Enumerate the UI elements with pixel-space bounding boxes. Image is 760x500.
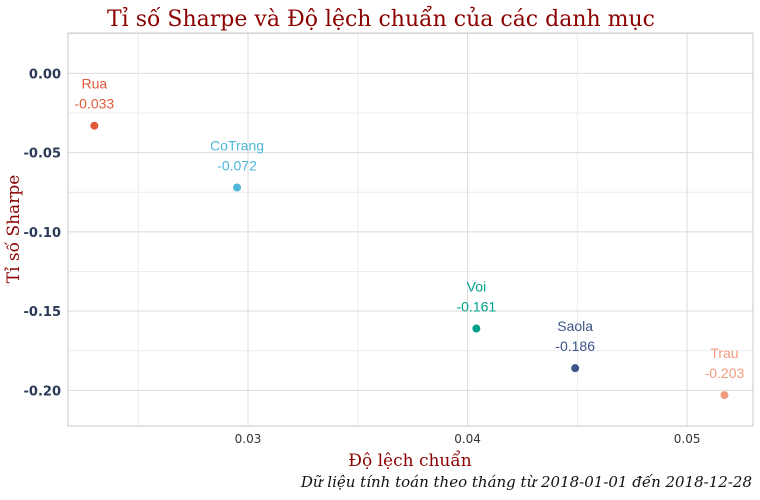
y-tick-label: -0.20: [24, 384, 61, 399]
point-group: Saola -0.186: [555, 318, 595, 373]
data-point: [233, 183, 242, 192]
data-point: [720, 391, 729, 400]
point-value-label: -0.186: [555, 338, 595, 354]
y-tick-label: -0.10: [24, 226, 61, 241]
chart-title: Tỉ số Sharpe và Độ lệch chuẩn của các da…: [107, 4, 655, 32]
point-name-label: Rua: [82, 76, 108, 92]
y-axis-title: Tỉ số Sharpe: [4, 175, 24, 284]
y-tick-label: -0.15: [24, 305, 61, 320]
point-name-label: Trau: [710, 345, 738, 361]
y-tick-label: 0.00: [29, 67, 61, 82]
point-name-label: Voi: [467, 279, 486, 295]
x-axis-title: Độ lệch chuẩn: [348, 451, 472, 471]
point-value-label: -0.033: [74, 96, 114, 112]
point-value-label: -0.072: [217, 158, 257, 174]
x-tick-label: 0.04: [454, 432, 481, 446]
data-point: [571, 364, 580, 373]
data-point: [472, 324, 481, 333]
point-name-label: CoTrang: [210, 138, 264, 154]
point-value-label: -0.161: [457, 299, 497, 315]
point-group: Rua -0.033: [74, 76, 114, 130]
point-group: Voi -0.161: [457, 279, 497, 333]
x-tick-label: 0.05: [674, 432, 701, 446]
x-tick-label: 0.03: [235, 432, 262, 446]
y-tick-label: -0.05: [24, 147, 61, 162]
point-value-label: -0.203: [705, 365, 745, 381]
axis-ticks: 0.00 -0.05 -0.10 -0.15 -0.20 0.03 0.04 0.05: [24, 67, 701, 446]
point-group: CoTrang -0.072: [210, 138, 264, 192]
data-point: [90, 121, 99, 130]
point-name-label: Saola: [557, 318, 593, 334]
plot-panel: [67, 32, 754, 427]
point-group: Trau -0.203: [705, 345, 745, 400]
data-points: Rua -0.033 CoTrang -0.072 Voi -0.161 Saola -0.1…: [74, 76, 745, 400]
grid-lines: [68, 33, 753, 426]
chart-caption: Dữ liệu tính toán theo tháng từ 2018-01-…: [300, 473, 752, 491]
